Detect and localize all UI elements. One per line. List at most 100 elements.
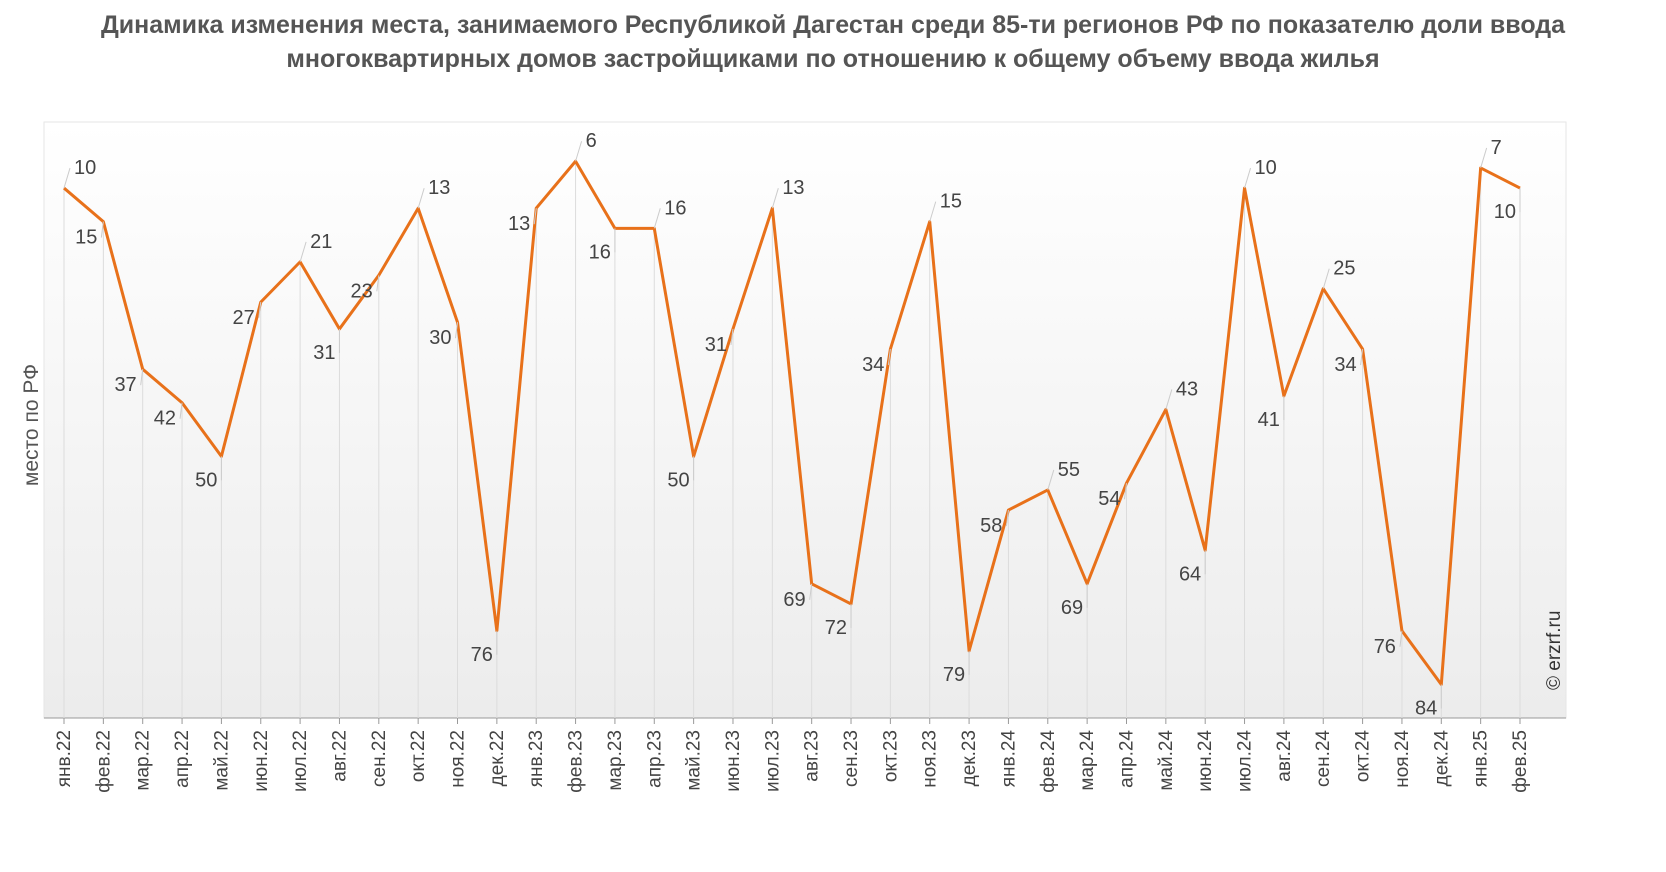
x-tick-label: авг.23: [802, 730, 823, 782]
leader-line: [1399, 630, 1403, 647]
data-label: 6: [586, 130, 597, 152]
leader-line: [771, 188, 779, 209]
data-label: 31: [705, 334, 727, 356]
data-label: 41: [1258, 409, 1280, 431]
x-tick-label: сен.22: [369, 730, 390, 787]
x-tick-label: сен.23: [841, 730, 862, 787]
x-tick-label: фев.22: [93, 730, 114, 793]
data-label: 76: [471, 644, 493, 666]
leader-line: [575, 141, 583, 162]
data-label: 37: [114, 374, 136, 396]
x-tick-label: ноя.22: [448, 730, 469, 788]
x-tick-label: май.23: [684, 730, 705, 791]
x-tick-label: фев.23: [566, 730, 587, 793]
leader-line: [376, 275, 380, 292]
leader-line: [1480, 147, 1488, 169]
data-label: 42: [154, 408, 176, 430]
leader-line: [887, 349, 891, 366]
leader-line: [730, 328, 734, 346]
x-tick-label: июн.23: [723, 730, 744, 792]
x-tick-label: янв.24: [998, 730, 1019, 788]
data-label: 55: [1058, 459, 1080, 481]
data-label: 10: [1255, 157, 1277, 179]
data-label: 10: [1494, 201, 1516, 223]
data-label: 84: [1415, 697, 1437, 719]
x-tick-label: янв.23: [526, 730, 547, 787]
data-label: 69: [783, 589, 805, 611]
leader-line: [533, 208, 537, 225]
data-label: 15: [75, 227, 97, 249]
x-tick-label: май.24: [1156, 730, 1177, 791]
x-tick-label: мар.24: [1077, 730, 1098, 791]
data-label: 79: [943, 664, 965, 686]
x-tick-label: дек.22: [487, 730, 508, 786]
leader-line: [1005, 509, 1009, 527]
leader-line: [1360, 349, 1364, 366]
leader-line: [1322, 268, 1330, 289]
x-tick-label: апр.24: [1116, 730, 1137, 788]
leader-line: [417, 188, 425, 209]
x-tick-label: мар.23: [605, 730, 626, 791]
chart-title: Динамика изменения места, занимаемого Ре…: [100, 11, 1566, 73]
data-label: 27: [233, 307, 255, 329]
x-tick-label: дек.23: [959, 730, 980, 786]
data-label: 13: [508, 213, 530, 235]
x-tick-label: авг.22: [329, 730, 350, 782]
data-label: 16: [589, 241, 611, 263]
data-label: 43: [1176, 378, 1198, 400]
data-label: 7: [1491, 137, 1502, 159]
leader-line: [299, 241, 307, 263]
leader-line: [258, 302, 262, 319]
leader-line: [653, 208, 661, 229]
x-tick-label: апр.22: [172, 730, 193, 788]
leader-line: [929, 201, 937, 222]
x-tick-label: дек.24: [1431, 730, 1452, 787]
y-axis-label: место по РФ: [20, 364, 43, 486]
x-tick-label: апр.23: [644, 730, 665, 788]
leader-line: [455, 322, 459, 339]
data-label: 21: [310, 231, 332, 253]
data-label: 54: [1098, 488, 1120, 510]
plot-area: [43, 121, 1567, 719]
data-label: 13: [782, 177, 804, 199]
x-tick-label: фев.24: [1038, 730, 1059, 793]
watermark: © erzrf.ru: [1544, 611, 1565, 690]
leader-line: [1165, 389, 1173, 410]
leader-line: [179, 402, 183, 419]
x-tick-label: ноя.23: [920, 730, 941, 788]
leader-line: [1047, 469, 1055, 491]
x-tick-label: янв.22: [54, 730, 75, 787]
x-tick-label: июл.23: [762, 730, 783, 792]
x-tick-label: янв.25: [1471, 730, 1492, 787]
leader-line: [140, 369, 144, 386]
x-tick-label: окт.23: [880, 730, 901, 782]
x-tick-label: ноя.24: [1392, 730, 1413, 788]
x-tick-label: июн.22: [251, 730, 272, 792]
leader-line: [100, 221, 104, 238]
data-label: 15: [940, 191, 962, 213]
data-label: 34: [862, 354, 884, 376]
data-label: 69: [1061, 597, 1083, 619]
data-label: 13: [428, 177, 450, 199]
data-label: 25: [1333, 258, 1355, 280]
x-tick-label: окт.24: [1353, 730, 1374, 783]
data-label: 72: [825, 617, 847, 639]
x-tick-label: мар.22: [133, 730, 154, 791]
data-label: 50: [195, 469, 217, 491]
x-tick-label: июл.22: [290, 730, 311, 792]
data-label: 34: [1334, 354, 1356, 376]
leader-line: [63, 167, 71, 189]
data-label: 23: [351, 280, 373, 302]
series-line: [63, 159, 1521, 686]
data-label: 30: [429, 327, 451, 349]
data-label: 16: [664, 197, 686, 219]
x-tick-label: июн.24: [1195, 730, 1216, 792]
data-label: 64: [1179, 563, 1201, 585]
x-tick-label: окт.22: [408, 730, 429, 782]
x-tick-label: фев.25: [1510, 730, 1531, 793]
data-label: 50: [667, 469, 689, 491]
data-label: 76: [1374, 636, 1396, 658]
leader-line: [1123, 483, 1127, 500]
data-label: 58: [980, 515, 1002, 537]
